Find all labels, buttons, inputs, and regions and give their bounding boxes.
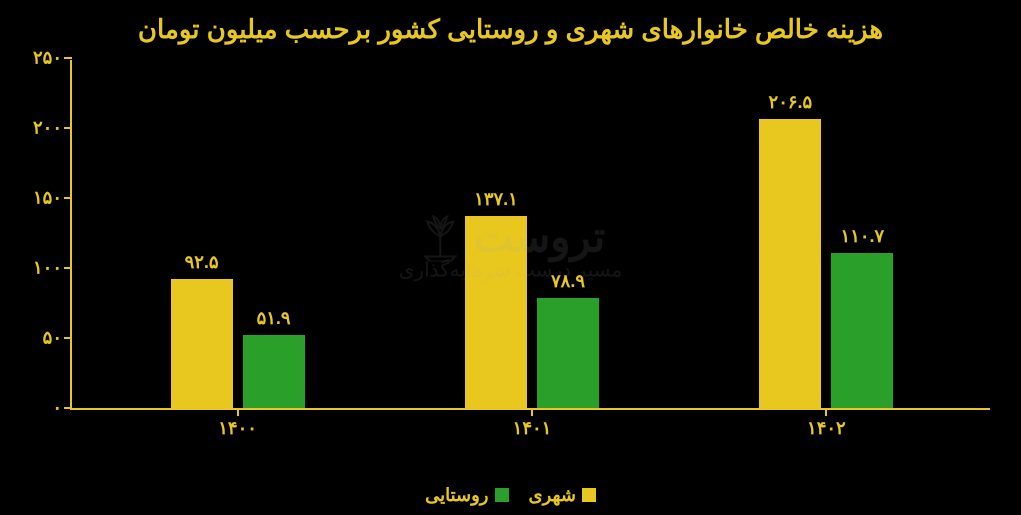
bar: ۷۸.۹ xyxy=(537,298,599,408)
chart-area: ۰۵۰۱۰۰۱۵۰۲۰۰۲۵۰۱۴۰۰۹۲.۵۵۱.۹۱۴۰۱۱۳۷.۱۷۸.۹… xyxy=(70,60,990,440)
x-label: ۱۴۰۱ xyxy=(513,418,552,439)
legend: شهری روستایی xyxy=(0,485,1021,508)
x-label: ۱۴۰۲ xyxy=(807,418,846,439)
legend-label: شهری xyxy=(529,485,576,506)
legend-item: روستایی xyxy=(425,485,508,506)
plot-region: ۰۵۰۱۰۰۱۵۰۲۰۰۲۵۰۱۴۰۰۹۲.۵۵۱.۹۱۴۰۱۱۳۷.۱۷۸.۹… xyxy=(70,60,990,410)
x-label: ۱۴۰۰ xyxy=(218,418,257,439)
chart-title: هزینه خالص خانوارهای شهری و روستایی کشور… xyxy=(0,0,1021,55)
bar-value-label: ۲۰۶.۵ xyxy=(769,92,813,113)
bar-value-label: ۵۱.۹ xyxy=(257,308,291,329)
bar: ۵۱.۹ xyxy=(243,335,305,408)
legend-swatch xyxy=(495,488,509,502)
legend-swatch xyxy=(582,488,596,502)
bar-value-label: ۹۲.۵ xyxy=(185,252,219,273)
bar: ۱۳۷.۱ xyxy=(465,216,527,408)
bar: ۱۱۰.۷ xyxy=(831,253,893,408)
bar-value-label: ۷۸.۹ xyxy=(551,271,585,292)
legend-label: روستایی xyxy=(425,485,488,506)
bar-value-label: ۱۱۰.۷ xyxy=(841,226,885,247)
bar-value-label: ۱۳۷.۱ xyxy=(474,189,518,210)
legend-item: شهری xyxy=(529,485,596,506)
bar: ۲۰۶.۵ xyxy=(759,119,821,408)
bar: ۹۲.۵ xyxy=(171,279,233,409)
